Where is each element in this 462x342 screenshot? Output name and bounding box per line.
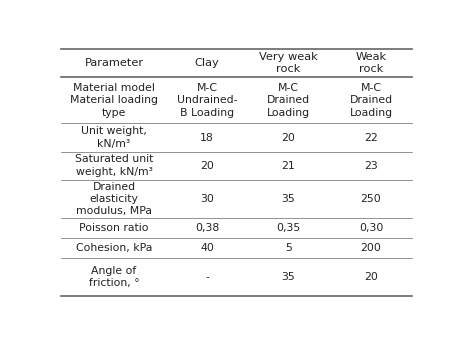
Text: Very weak
rock: Very weak rock	[259, 52, 318, 74]
Text: Material model
Material loading
type: Material model Material loading type	[70, 83, 158, 118]
Text: 0,35: 0,35	[276, 223, 301, 233]
Text: 200: 200	[360, 243, 382, 253]
Text: 22: 22	[364, 133, 378, 143]
Text: 35: 35	[282, 194, 295, 204]
Text: 5: 5	[285, 243, 292, 253]
Text: 21: 21	[282, 161, 295, 171]
Text: 20: 20	[364, 272, 378, 282]
Text: -: -	[205, 272, 209, 282]
Text: Saturated unit
weight, kN/m³: Saturated unit weight, kN/m³	[75, 155, 153, 177]
Text: 30: 30	[200, 194, 214, 204]
Text: M-C
Undrained-
B Loading: M-C Undrained- B Loading	[176, 83, 237, 118]
Text: Drained
elasticity
modulus, MPa: Drained elasticity modulus, MPa	[76, 182, 152, 216]
Text: Angle of
friction, °: Angle of friction, °	[89, 266, 139, 288]
Text: Parameter: Parameter	[85, 58, 144, 68]
Text: 35: 35	[282, 272, 295, 282]
Text: 18: 18	[200, 133, 214, 143]
Text: Clay: Clay	[195, 58, 219, 68]
Text: Cohesion, kPa: Cohesion, kPa	[76, 243, 152, 253]
Text: 40: 40	[200, 243, 214, 253]
Text: Poisson ratio: Poisson ratio	[79, 223, 149, 233]
Text: 20: 20	[200, 161, 214, 171]
Text: M-C
Drained
Loading: M-C Drained Loading	[267, 83, 310, 118]
Text: 23: 23	[364, 161, 378, 171]
Text: 0,38: 0,38	[195, 223, 219, 233]
Text: 20: 20	[282, 133, 296, 143]
Text: 250: 250	[361, 194, 381, 204]
Text: 0,30: 0,30	[359, 223, 383, 233]
Text: Weak
rock: Weak rock	[355, 52, 387, 74]
Text: M-C
Drained
Loading: M-C Drained Loading	[349, 83, 393, 118]
Text: Unit weight,
kN/m³: Unit weight, kN/m³	[81, 126, 147, 149]
